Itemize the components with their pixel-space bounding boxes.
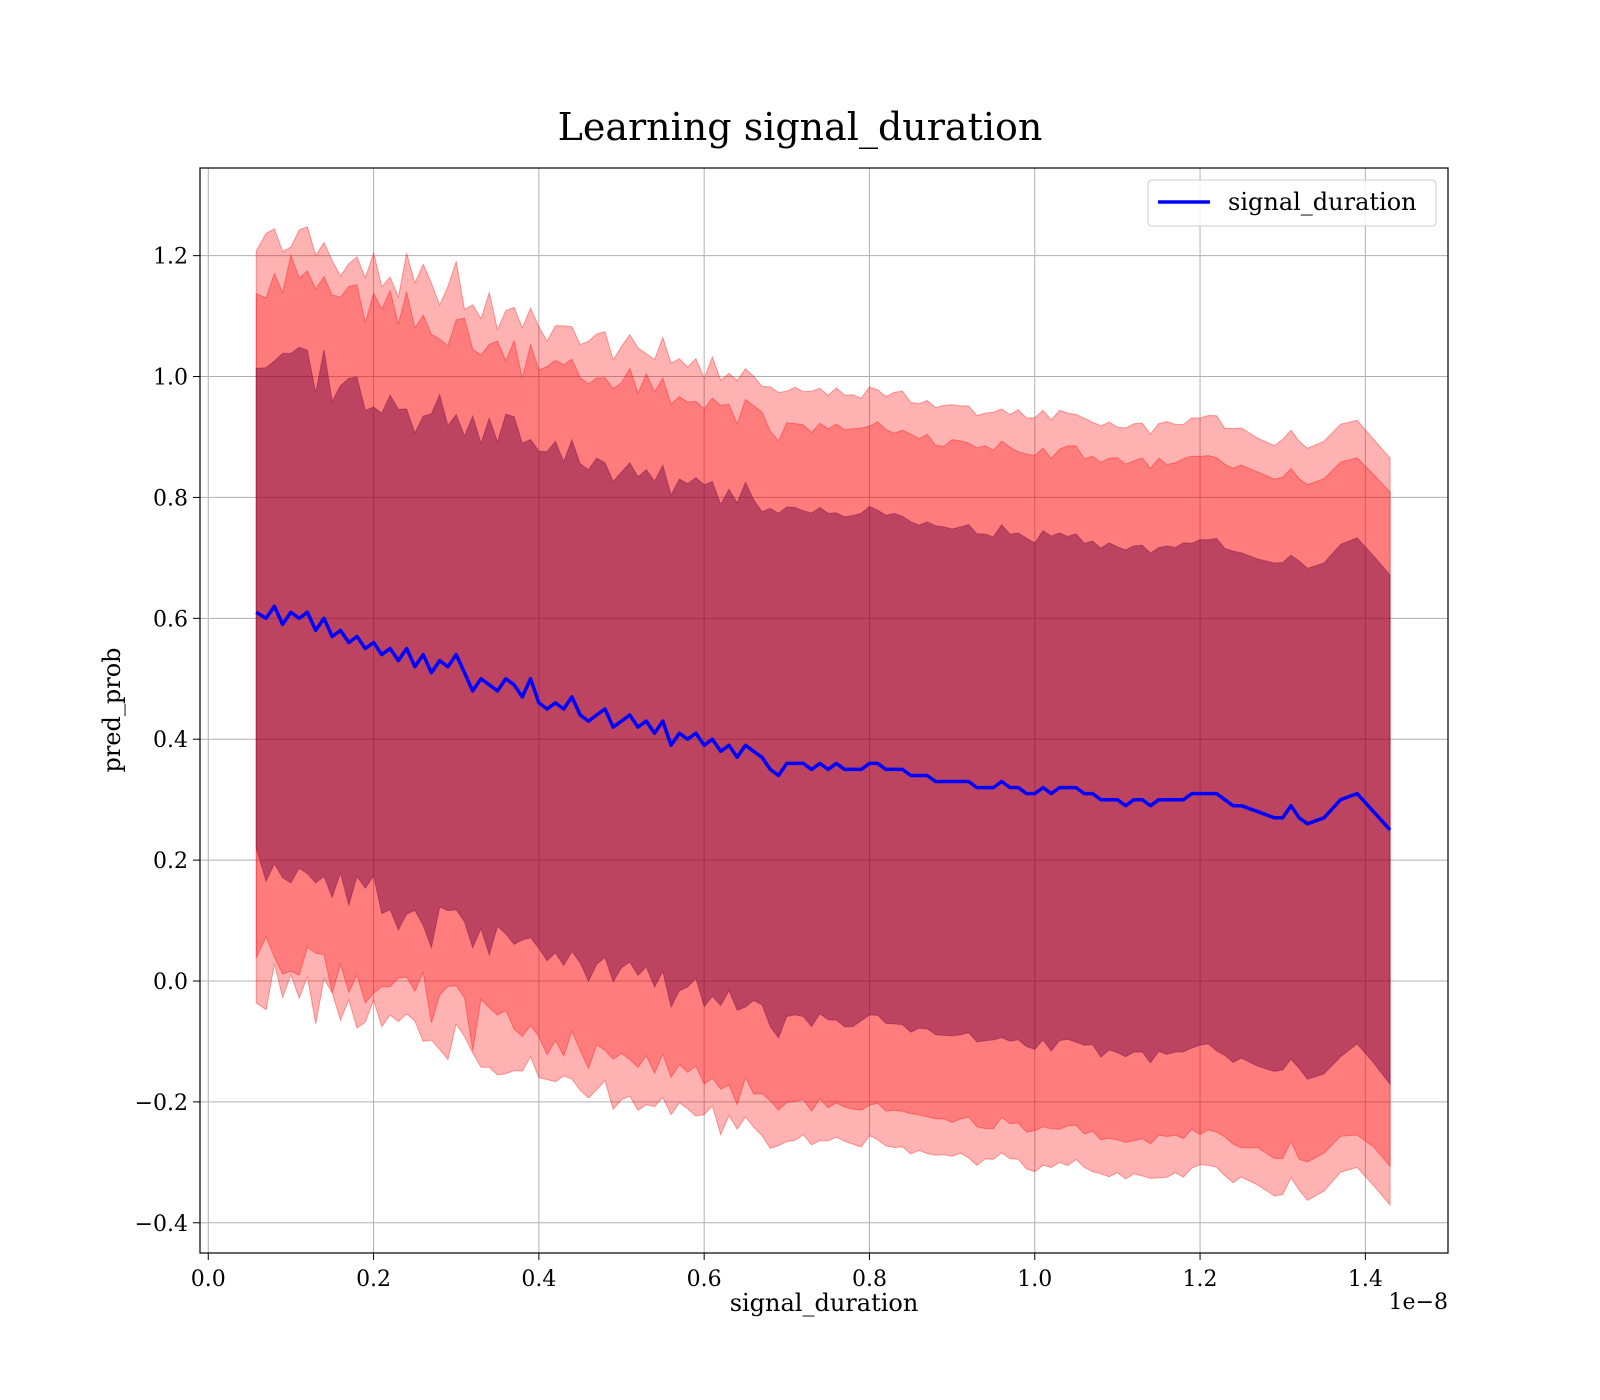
x-axis-label: signal_duration xyxy=(730,1289,919,1317)
y-tick-label-4: 0.4 xyxy=(153,728,188,753)
x-tick-label-1: 0.2 xyxy=(356,1267,391,1292)
y-tick-label-5: 0.6 xyxy=(153,607,188,632)
y-tick-label-8: 1.2 xyxy=(153,245,188,270)
y-tick-label-6: 0.8 xyxy=(153,486,188,511)
legend-box xyxy=(1147,179,1437,227)
x-tick-label-7: 1.4 xyxy=(1348,1267,1383,1292)
band-middle xyxy=(255,253,1391,1168)
y-tick-label-3: 0.2 xyxy=(153,849,188,874)
y-tick-label-7: 1.0 xyxy=(153,366,188,391)
legend-label: signal_duration xyxy=(1228,188,1417,216)
x-tick-label-3: 0.6 xyxy=(687,1267,722,1292)
line-layer xyxy=(255,604,1392,832)
x-tick-label-0: 0.0 xyxy=(191,1267,226,1292)
x-offset-text: 1e−8 xyxy=(1389,1290,1448,1315)
legend: signal_duration xyxy=(1147,179,1437,227)
series-line-signal_duration xyxy=(255,604,1392,832)
chart-title: Learning signal_duration xyxy=(558,105,1043,150)
x-tick-label-5: 1.0 xyxy=(1017,1267,1052,1292)
y-tick-label-2: 0.0 xyxy=(153,970,188,995)
tick-layer: 0.0 0.2 0.4 0.6 0.8 1.0 1.2 1.4 −0.4 −0.2 0.0 0.2 0.… xyxy=(135,245,1383,1292)
x-tick-label-6: 1.2 xyxy=(1183,1267,1218,1292)
band-outer xyxy=(255,226,1391,1207)
x-tick-label-2: 0.4 xyxy=(521,1267,556,1292)
y-tick-label-1: −0.2 xyxy=(135,1091,188,1116)
band-inner xyxy=(255,346,1391,1086)
y-tick-label-0: −0.4 xyxy=(135,1212,188,1237)
band-layer xyxy=(255,226,1391,1207)
y-axis-label: pred_prob xyxy=(98,647,126,772)
grid-layer xyxy=(200,168,1448,1253)
plot-frame xyxy=(199,167,1449,1254)
x-tick-label-4: 0.8 xyxy=(852,1267,887,1292)
